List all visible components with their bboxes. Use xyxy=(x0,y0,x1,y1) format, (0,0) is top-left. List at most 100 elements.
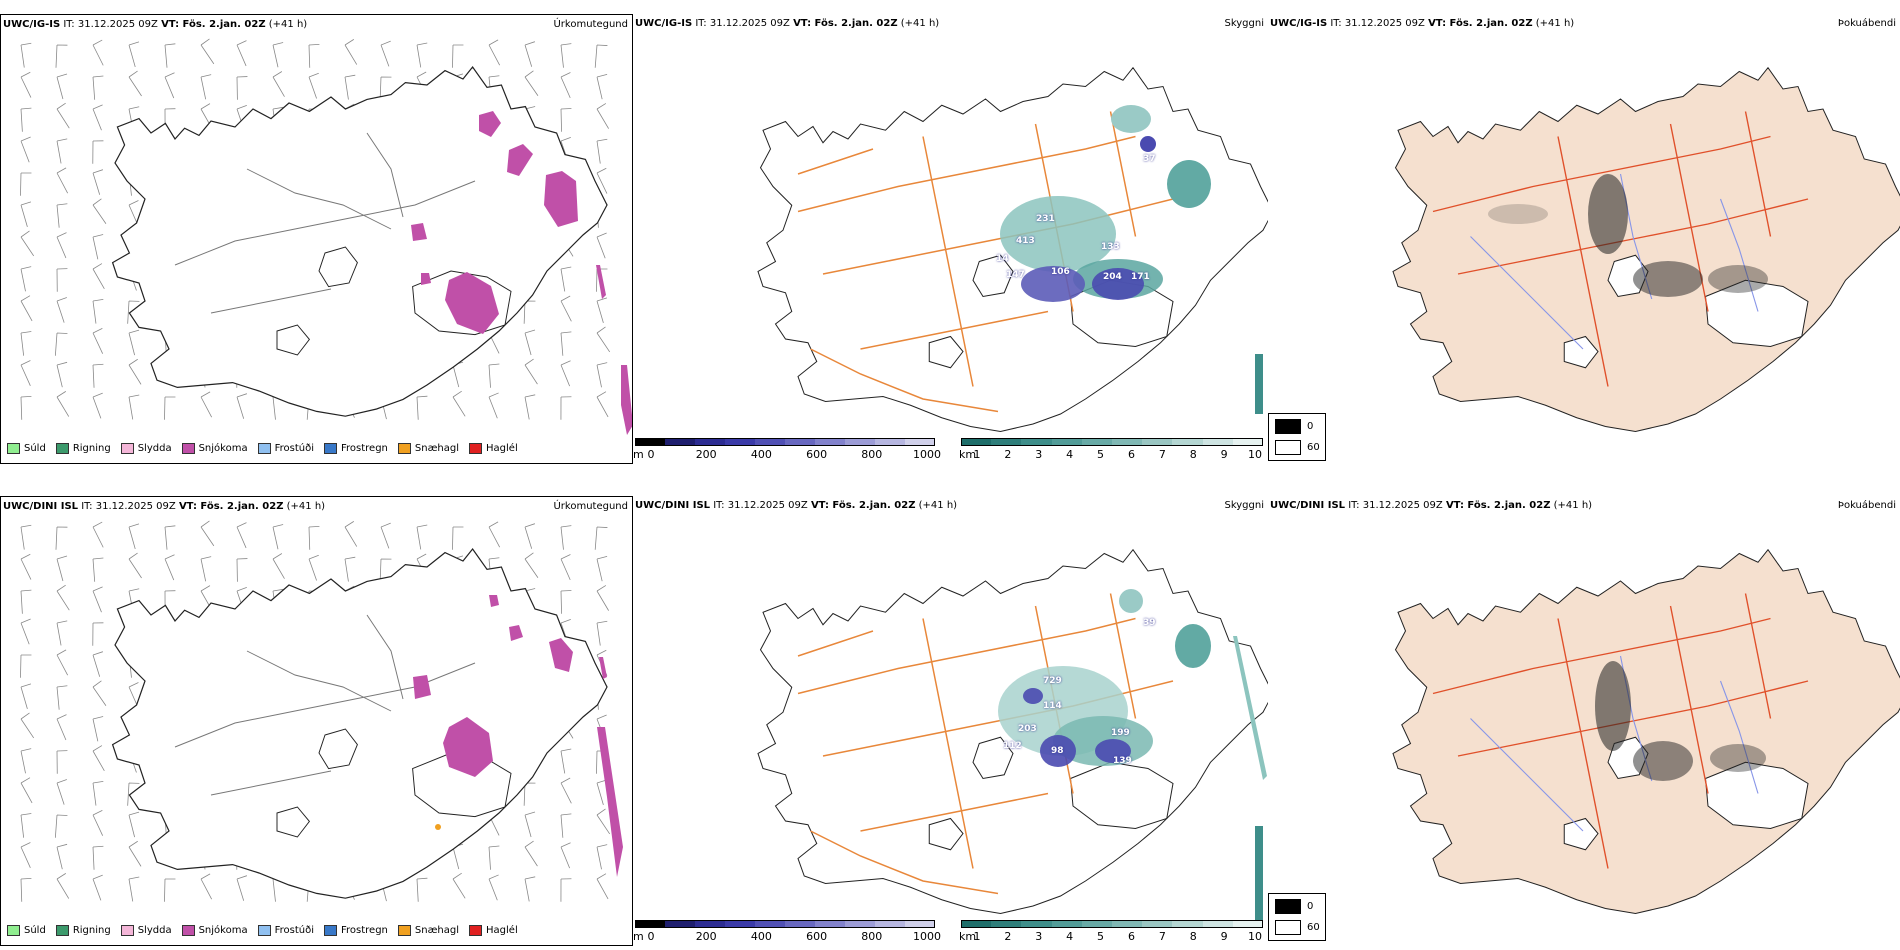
legend-label: Frostúði xyxy=(274,925,314,936)
ceiling-value-label: 133 xyxy=(1101,242,1120,252)
ceiling-value-label: 98 xyxy=(1051,746,1064,756)
panel-title: Úrkomutegund xyxy=(553,19,628,30)
legend-label: Haglél xyxy=(486,443,518,454)
wind-barb xyxy=(524,840,538,867)
legend-swatch xyxy=(324,925,337,936)
low-visibility-areas xyxy=(1000,105,1263,414)
legend-swatch xyxy=(120,443,134,454)
legend-swatch xyxy=(55,925,69,936)
wind-barb xyxy=(20,777,33,804)
wind-barb xyxy=(200,873,213,900)
wind-barb xyxy=(56,391,70,417)
wind-barb xyxy=(594,44,608,68)
wind-barb xyxy=(56,297,67,323)
panel-header: UWC/DINI ISL IT: 31.12.2025 09Z VT: Fös.… xyxy=(3,501,326,512)
precip-type-map xyxy=(20,38,632,435)
fog-legend-item: 60 xyxy=(1275,920,1320,935)
wind-barb xyxy=(488,521,501,548)
legend-swatch xyxy=(1275,899,1301,914)
visibility-map xyxy=(757,67,1268,433)
ceiling-value-label: 112 xyxy=(1003,741,1022,751)
wind-barb xyxy=(92,75,104,100)
legend-label: 0 xyxy=(1307,421,1314,432)
panel-header: UWC/IG-IS IT: 31.12.2025 09Z VT: Fös. 2.… xyxy=(1270,18,1575,29)
wind-barb xyxy=(524,41,536,67)
wind-barb xyxy=(344,74,356,100)
wind-barb xyxy=(452,44,464,68)
wind-barb xyxy=(560,590,572,614)
wind-barb xyxy=(488,392,499,419)
legend-label: Slydda xyxy=(137,443,172,454)
snow-areas xyxy=(413,595,623,877)
wind-barb xyxy=(20,842,31,868)
wind-barb xyxy=(92,845,104,870)
wind-barb xyxy=(416,877,428,902)
panel-header: UWC/DINI ISL IT: 31.12.2025 09Z VT: Fös.… xyxy=(635,500,958,511)
wind-barb xyxy=(56,649,69,676)
colorbar-unit: km xyxy=(959,930,977,943)
wind-barb xyxy=(596,808,611,835)
wind-barb xyxy=(20,266,32,292)
colorbar-tick-label: 600 xyxy=(806,448,828,461)
wind-barb xyxy=(92,169,104,195)
wind-barb xyxy=(20,654,32,678)
wind-barb xyxy=(54,814,68,838)
wind-barb xyxy=(128,70,142,97)
wind-barb xyxy=(379,76,392,100)
wind-barb xyxy=(92,874,103,901)
colorbar-tick-label: 200 xyxy=(695,448,717,461)
panel-title: Skyggni xyxy=(1224,18,1264,29)
wind-barb xyxy=(92,298,104,324)
panel-title: Úrkomutegund xyxy=(553,501,628,512)
wind-barb xyxy=(596,362,608,388)
ceiling-value-label: 204 xyxy=(1103,272,1122,282)
wind-barb xyxy=(56,203,68,228)
precip-type-map xyxy=(20,520,623,902)
colorbar-tick-label: 9 xyxy=(1220,930,1228,943)
wind-barb xyxy=(236,875,248,901)
wind-barb xyxy=(92,363,104,388)
wind-barb xyxy=(452,526,464,550)
legend-label: Snjókoma xyxy=(198,443,248,454)
legend-swatch xyxy=(1275,419,1301,434)
wind-barb xyxy=(524,523,536,549)
fog-legend-item: 0 xyxy=(1275,899,1313,914)
wind-barb xyxy=(55,526,68,550)
precip-legend: Súld Rigning Slydda Snjókoma Frostúði Frostre… xyxy=(7,443,518,454)
ceiling-value-label: 139 xyxy=(1113,756,1132,766)
wind-barb xyxy=(20,201,32,228)
wind-barb xyxy=(20,42,32,68)
wind-barb xyxy=(164,396,176,420)
colorbar-tick-label: 2 xyxy=(1004,930,1012,943)
wind-barb xyxy=(20,107,32,132)
legend-swatch xyxy=(181,443,195,454)
legend-swatch xyxy=(469,443,483,454)
wind-barb xyxy=(128,876,140,902)
wind-barb xyxy=(56,750,68,774)
colorbar-tick-label: 6 xyxy=(1127,930,1135,943)
wind-barb xyxy=(56,779,67,805)
wind-barb xyxy=(596,232,607,259)
colorbar-tick-label: 2 xyxy=(1004,448,1012,461)
wind-barb xyxy=(488,39,501,66)
legend-swatch xyxy=(397,925,411,936)
wind-barb xyxy=(128,329,140,356)
precip-legend-item: Slydda xyxy=(120,925,172,936)
wind-barb xyxy=(488,874,499,901)
ceiling-value-label: 39 xyxy=(1143,618,1156,628)
wind-barb xyxy=(92,557,104,582)
colorbar-unit: km xyxy=(959,448,977,461)
legend-label: Slydda xyxy=(137,925,172,936)
legend-swatch xyxy=(1275,920,1301,935)
wind-barb xyxy=(560,72,571,99)
legend-swatch xyxy=(7,443,20,454)
precip-legend-item: Frostregn xyxy=(324,443,388,454)
legend-label: Frostregn xyxy=(341,925,388,936)
colorbar-tick-label: 8 xyxy=(1189,448,1197,461)
precip-legend: Súld Rigning Slydda Snjókoma Frostúði Frostre… xyxy=(7,925,518,936)
colorbar-tick-label: 400 xyxy=(750,930,772,943)
fog-map xyxy=(1392,549,1900,915)
colorbar-unit: m xyxy=(633,448,644,461)
ceiling-value-label: 729 xyxy=(1043,676,1062,686)
ceiling-value-label: 231 xyxy=(1036,214,1055,224)
